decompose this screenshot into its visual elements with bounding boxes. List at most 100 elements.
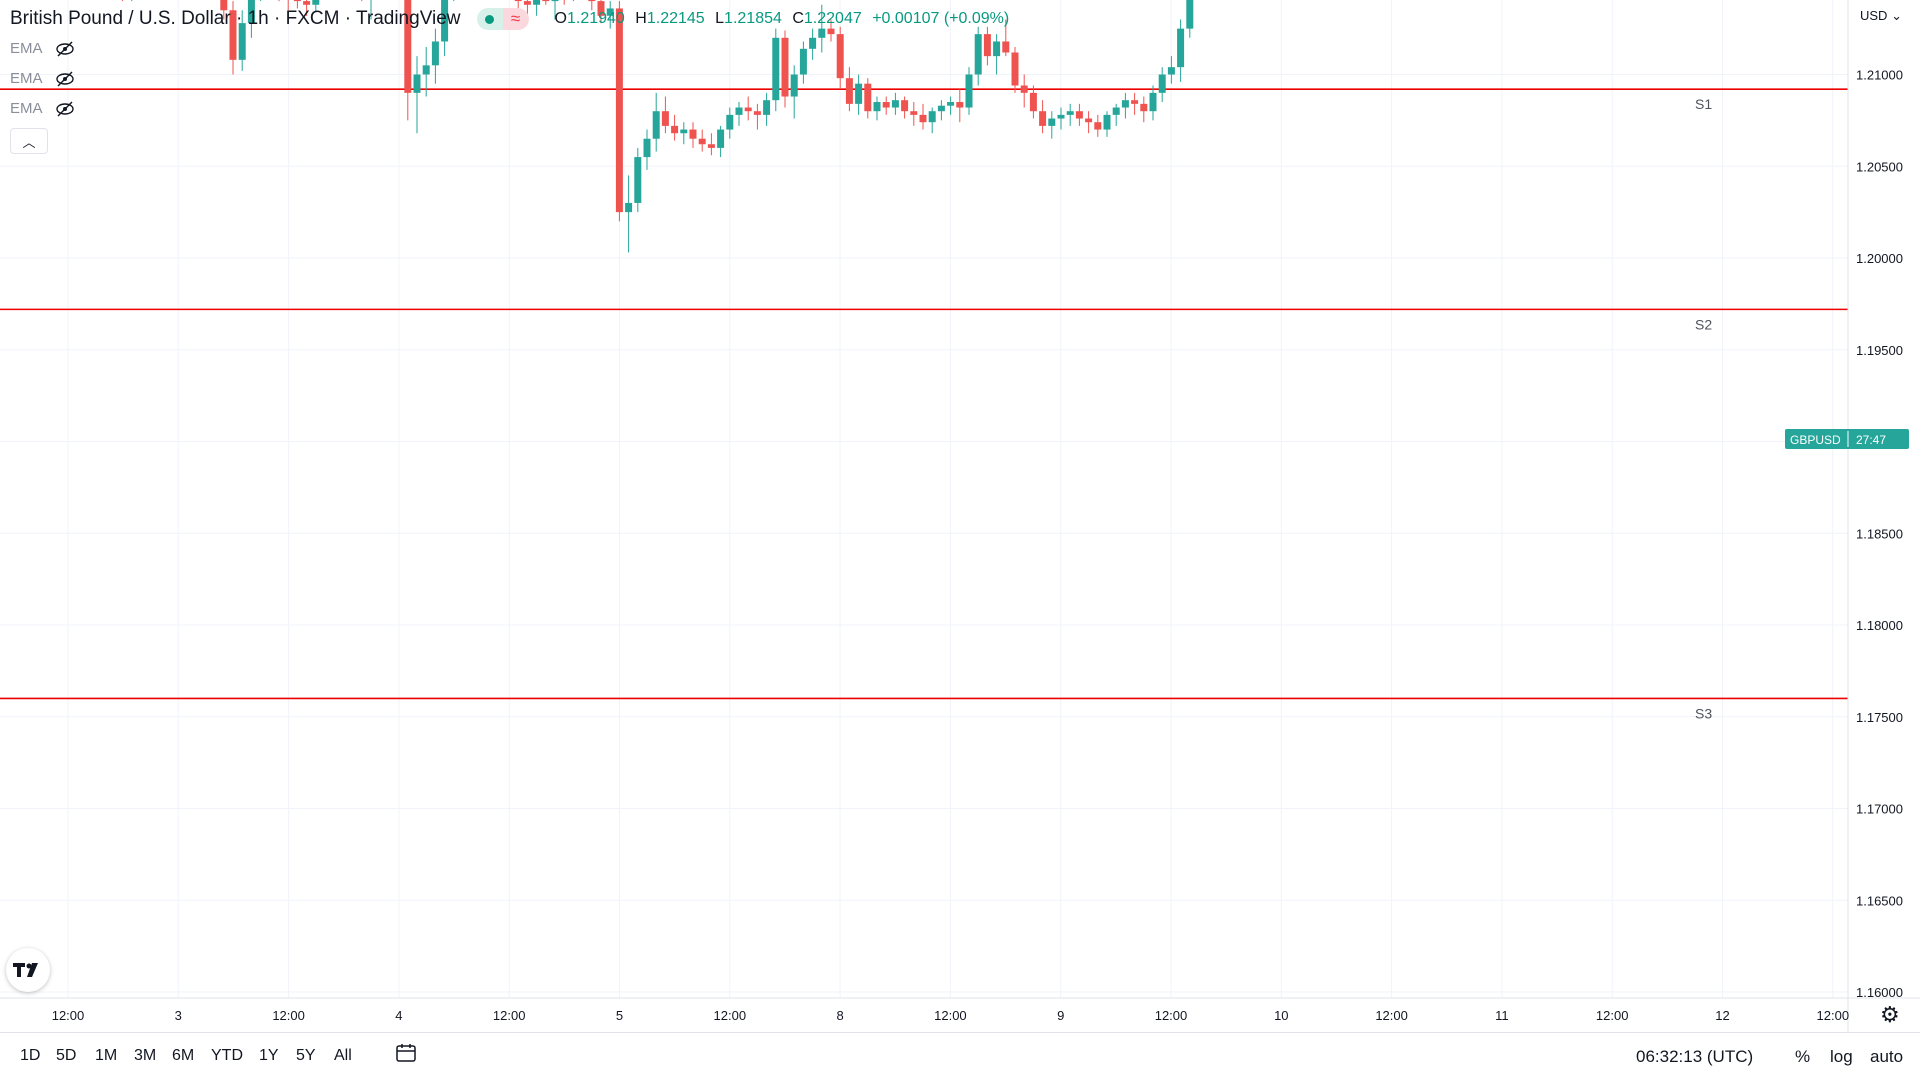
- time-tick-label: 12:00: [1596, 1008, 1629, 1023]
- candle-body: [238, 23, 246, 60]
- candle: [855, 74, 863, 115]
- range-ytd[interactable]: YTD: [211, 1047, 243, 1064]
- indicator-ema-3[interactable]: EMA: [10, 100, 75, 117]
- range-1y[interactable]: 1Y: [259, 1047, 279, 1064]
- currency-selector[interactable]: USD ⌄: [1860, 8, 1902, 23]
- collapse-indicators-button[interactable]: ︿: [10, 128, 48, 154]
- candle-body: [247, 0, 255, 24]
- price-tick-label: 1.20500: [1856, 159, 1903, 174]
- candle: [717, 125, 725, 158]
- symbol-title[interactable]: British Pound / U.S. Dollar · 1h · FXCM …: [10, 8, 461, 29]
- candle-body: [615, 8, 623, 213]
- candle-body: [643, 138, 651, 158]
- candle: [827, 19, 835, 42]
- candle: [293, 0, 301, 9]
- price-chart[interactable]: R3R2R1PivotS1S2S3 1.160001.165001.170001…: [0, 0, 1920, 1032]
- candle-body: [1048, 118, 1056, 126]
- range-3m[interactable]: 3M: [134, 1047, 157, 1064]
- price-tick-label: 1.17500: [1856, 710, 1903, 725]
- candle: [891, 92, 899, 115]
- candle-body: [441, 0, 449, 42]
- candle-body: [882, 102, 890, 108]
- price-tick-label: 1.21000: [1856, 68, 1903, 83]
- indicator-ema-1[interactable]: EMA: [10, 40, 75, 57]
- utc-clock[interactable]: 06:32:13 (UTC): [1636, 1047, 1754, 1066]
- range-1m[interactable]: 1M: [95, 1047, 118, 1064]
- candle: [836, 26, 844, 90]
- candle: [1020, 74, 1028, 108]
- candle: [278, 0, 280, 2]
- eye-hidden-icon[interactable]: [55, 101, 75, 117]
- candle: [928, 107, 936, 134]
- candle-body: [781, 37, 789, 97]
- candle: [735, 102, 743, 126]
- bottom-toolbar: 1D 5D 1M 3M 6M YTD 1Y 5Y All 06:32:13 (U…: [0, 1032, 1920, 1081]
- candle: [122, 0, 124, 2]
- price-tick-label: 1.20000: [1856, 251, 1903, 266]
- range-6m[interactable]: 6M: [172, 1047, 195, 1064]
- candle: [572, 0, 574, 2]
- candle: [238, 10, 246, 71]
- candle: [937, 100, 945, 121]
- candle: [247, 0, 255, 38]
- log-toggle[interactable]: log: [1830, 1047, 1853, 1066]
- candle: [680, 122, 688, 145]
- candle: [303, 0, 311, 16]
- tradingview-logo[interactable]: [6, 948, 50, 992]
- candle: [799, 41, 807, 84]
- range-all[interactable]: All: [334, 1047, 352, 1064]
- chart-legend: British Pound / U.S. Dollar · 1h · FXCM …: [10, 8, 1009, 30]
- candle: [404, 0, 412, 121]
- candle-body: [1011, 52, 1019, 86]
- candle: [1011, 46, 1019, 93]
- calendar-range-icon[interactable]: [396, 1043, 418, 1069]
- range-1d[interactable]: 1D: [20, 1047, 41, 1064]
- tv-logo-icon: [13, 963, 38, 977]
- candle: [983, 26, 991, 66]
- candle: [1094, 114, 1102, 137]
- indicator-ema-2[interactable]: EMA: [10, 70, 75, 87]
- candle: [698, 129, 706, 152]
- candle-body: [1039, 111, 1047, 126]
- change-value: +0.00107 (+0.09%): [872, 10, 1010, 27]
- candle: [1140, 96, 1148, 123]
- candle-body: [1112, 107, 1120, 115]
- candle-body: [790, 74, 798, 97]
- settings-gear-icon[interactable]: ⚙: [1880, 1002, 1900, 1027]
- candle: [882, 96, 890, 115]
- close-value: 1.22047: [803, 10, 862, 27]
- pivot-levels: R3R2R1PivotS1S2S3: [0, 88, 1848, 721]
- wave-icon: ≈: [502, 8, 529, 30]
- candle-body: [928, 111, 936, 123]
- candle-body: [993, 41, 1001, 57]
- percent-toggle[interactable]: %: [1795, 1047, 1811, 1066]
- eye-hidden-icon[interactable]: [55, 41, 75, 57]
- candle: [707, 133, 715, 156]
- price-axis[interactable]: 1.16000 1.16500 1.17000 1.17500 1.18000 1.185…: [1856, 0, 1903, 1001]
- eye-hidden-icon[interactable]: [55, 71, 75, 87]
- auto-toggle[interactable]: auto: [1870, 1047, 1904, 1066]
- candle: [588, 0, 596, 11]
- candle: [809, 28, 817, 60]
- range-5d[interactable]: 5D: [56, 1047, 77, 1064]
- price-tick-label: 1.16000: [1856, 985, 1903, 1000]
- candle: [1112, 103, 1120, 126]
- symbol-price-badge: GBPUSD 27:47: [1785, 429, 1909, 449]
- candle-body: [974, 34, 982, 75]
- status-pill[interactable]: ≈: [476, 8, 529, 30]
- candle-body: [726, 114, 734, 130]
- candle-body: [1085, 118, 1093, 123]
- candle-body: [744, 107, 752, 112]
- range-5y[interactable]: 5Y: [296, 1047, 316, 1064]
- candle-body: [1020, 85, 1028, 93]
- candle: [625, 175, 633, 253]
- candle-body: [698, 138, 706, 145]
- candle-body: [1158, 74, 1166, 93]
- candle: [1002, 19, 1010, 57]
- chevron-up-icon: ︿: [22, 134, 36, 150]
- time-axis[interactable]: 12:00 3 12:00 4 12:00 5 12:00 8 12:00 9 12:00 10 12:…: [52, 1008, 1849, 1023]
- badge-symbol: GBPUSD: [1790, 433, 1841, 447]
- candle: [1103, 111, 1111, 137]
- candle: [131, 0, 133, 2]
- candle: [1158, 67, 1166, 103]
